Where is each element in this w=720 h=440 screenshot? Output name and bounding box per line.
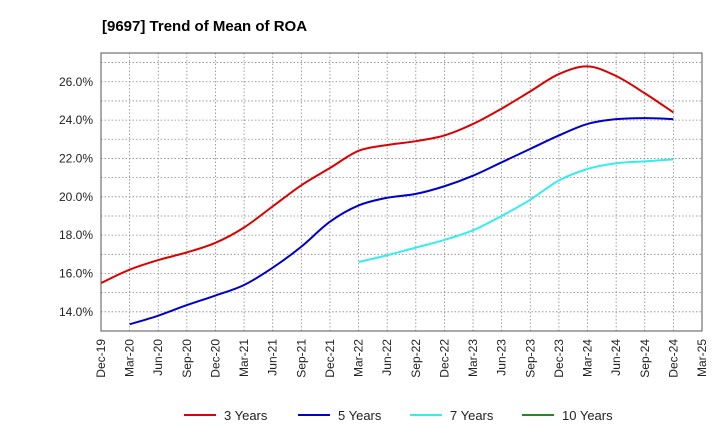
y-tick-label: 18.0% bbox=[59, 228, 93, 242]
x-tick-label: Dec-24 bbox=[666, 339, 680, 378]
x-tick-label: Mar-24 bbox=[581, 339, 595, 377]
x-tick-label: Mar-25 bbox=[695, 339, 709, 377]
x-tick-label: Jun-21 bbox=[266, 339, 280, 376]
plot-area bbox=[100, 52, 703, 332]
x-tick-label: Mar-20 bbox=[123, 339, 137, 377]
x-tick-label: Dec-19 bbox=[94, 339, 108, 378]
x-tick-label: Dec-23 bbox=[552, 339, 566, 378]
series-lines bbox=[100, 65, 674, 326]
x-tick-label: Sep-24 bbox=[638, 339, 652, 378]
grid bbox=[101, 53, 702, 332]
y-tick-label: 26.0% bbox=[59, 75, 93, 89]
x-tick-label: Jun-20 bbox=[151, 339, 165, 376]
x-tick-label: Sep-21 bbox=[294, 339, 308, 378]
x-tick-label: Mar-21 bbox=[237, 339, 251, 377]
legend-label: 5 Years bbox=[338, 408, 382, 423]
x-axis-ticks: Dec-19 Mar-20 Jun-20 Sep-20 Dec-20 Mar-21 Jun-… bbox=[94, 339, 709, 378]
x-tick-label: Mar-22 bbox=[352, 339, 366, 377]
x-tick-label: Jun-22 bbox=[380, 339, 394, 376]
series-line-5-years bbox=[129, 117, 674, 326]
legend-label: 7 Years bbox=[450, 408, 494, 423]
legend-label: 3 Years bbox=[224, 408, 268, 423]
x-tick-label: Sep-22 bbox=[409, 339, 423, 378]
y-tick-label: 24.0% bbox=[59, 113, 93, 127]
x-tick-label: Sep-20 bbox=[180, 339, 194, 378]
series-line-3-years bbox=[100, 65, 674, 284]
series-line-7-years bbox=[358, 158, 674, 263]
x-tick-label: Jun-23 bbox=[495, 339, 509, 376]
y-tick-label: 22.0% bbox=[59, 151, 93, 165]
chart-title: [9697] Trend of Mean of ROA bbox=[102, 18, 307, 35]
legend-label: 10 Years bbox=[562, 408, 613, 423]
x-tick-label: Sep-23 bbox=[523, 339, 537, 378]
y-axis-ticks: 14.0% 16.0% 18.0% 20.0% 22.0% 24.0% 26.0% bbox=[59, 75, 93, 319]
legend: 3 Years 5 Years 7 Years 10 Years bbox=[184, 408, 613, 423]
x-tick-label: Dec-22 bbox=[437, 339, 451, 378]
x-tick-label: Jun-24 bbox=[609, 339, 623, 376]
y-tick-label: 16.0% bbox=[59, 266, 93, 280]
x-tick-label: Dec-20 bbox=[208, 339, 222, 378]
x-tick-label: Dec-21 bbox=[323, 339, 337, 378]
y-tick-label: 20.0% bbox=[59, 190, 93, 204]
y-tick-label: 14.0% bbox=[59, 305, 93, 319]
x-tick-label: Mar-23 bbox=[466, 339, 480, 377]
